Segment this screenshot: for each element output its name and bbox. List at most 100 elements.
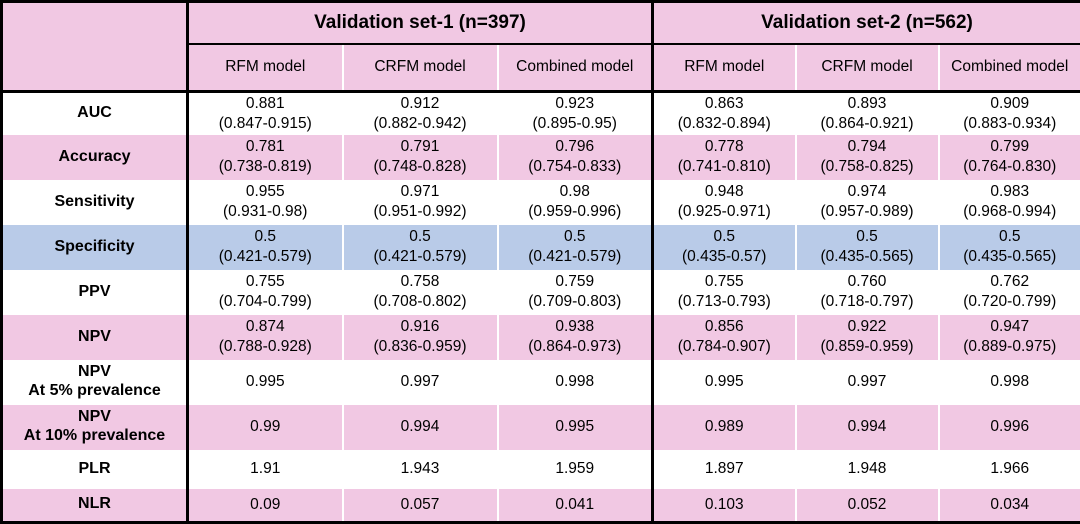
metric-cell: 0.5(0.435-0.565)	[939, 225, 1080, 270]
metric-value: 0.856	[656, 317, 793, 337]
metric-value: 0.755	[191, 272, 340, 292]
metric-value: 0.955	[191, 182, 340, 202]
metric-cell: 0.997	[796, 360, 939, 405]
metric-value: 0.5	[942, 227, 1079, 247]
metric-cell: 0.755(0.704-0.799)	[188, 270, 343, 315]
metric-ci: (0.836-0.959)	[346, 337, 495, 357]
metric-cell: 0.994	[796, 405, 939, 450]
metric-cell: 0.99	[188, 405, 343, 450]
metric-cell: 0.755(0.713-0.793)	[653, 270, 796, 315]
metric-cell: 0.922(0.859-0.959)	[796, 315, 939, 360]
row-label-plr: PLR	[2, 450, 188, 489]
metric-cell: 0.103	[653, 489, 796, 523]
metric-cell: 1.959	[498, 450, 653, 489]
metric-value: 0.922	[799, 317, 936, 337]
metric-value: 0.938	[501, 317, 650, 337]
metric-ci: (0.718-0.797)	[799, 292, 936, 312]
metric-value: 0.971	[346, 182, 495, 202]
metric-cell: 0.791(0.748-0.828)	[343, 135, 498, 180]
metric-value: 0.99	[191, 417, 340, 437]
metric-value: 1.943	[346, 459, 495, 479]
metric-value: 0.034	[942, 495, 1079, 515]
metric-ci: (0.720-0.799)	[942, 292, 1079, 312]
metric-value: 0.994	[346, 417, 495, 437]
metric-cell: 0.893(0.864-0.921)	[796, 92, 939, 135]
table-row-sensitivity: Sensitivity 0.955(0.931-0.98) 0.971(0.95…	[2, 180, 1080, 225]
table-row-npv-10pct: NPV At 10% prevalence 0.99 0.994 0.995 0…	[2, 405, 1080, 450]
metric-value: 1.948	[799, 459, 936, 479]
metric-ci: (0.435-0.57)	[656, 247, 793, 267]
row-label-nlr: NLR	[2, 489, 188, 523]
metric-value: 0.103	[656, 495, 793, 515]
table-row-ppv: PPV 0.755(0.704-0.799) 0.758(0.708-0.802…	[2, 270, 1080, 315]
table-row-accuracy: Accuracy 0.781(0.738-0.819) 0.791(0.748-…	[2, 135, 1080, 180]
metric-value: 0.995	[656, 372, 793, 392]
row-label-npv: NPV	[2, 315, 188, 360]
metric-value: 0.5	[799, 227, 936, 247]
metric-value: 0.974	[799, 182, 936, 202]
metric-value: 0.781	[191, 137, 340, 157]
metric-cell: 0.863(0.832-0.894)	[653, 92, 796, 135]
metric-cell: 0.955(0.931-0.98)	[188, 180, 343, 225]
metric-cell: 0.998	[939, 360, 1080, 405]
metric-value: 0.5	[191, 227, 340, 247]
metric-cell: 0.997	[343, 360, 498, 405]
metric-cell: 0.759(0.709-0.803)	[498, 270, 653, 315]
model-header-set1-rfm: RFM model	[188, 44, 343, 92]
metric-cell: 0.874(0.788-0.928)	[188, 315, 343, 360]
metric-value: 0.5	[656, 227, 793, 247]
metric-ci: (0.931-0.98)	[191, 202, 340, 222]
metric-value: 0.923	[501, 94, 650, 114]
metric-value: 0.893	[799, 94, 936, 114]
metric-ci: (0.957-0.989)	[799, 202, 936, 222]
metric-cell: 0.994	[343, 405, 498, 450]
metric-cell: 0.983(0.968-0.994)	[939, 180, 1080, 225]
metric-ci: (0.951-0.992)	[346, 202, 495, 222]
metric-cell: 0.5(0.435-0.565)	[796, 225, 939, 270]
metric-ci: (0.832-0.894)	[656, 114, 793, 134]
metric-value: 0.5	[501, 227, 650, 247]
metric-ci: (0.748-0.828)	[346, 157, 495, 177]
metric-ci: (0.741-0.810)	[656, 157, 793, 177]
metric-ci: (0.758-0.825)	[799, 157, 936, 177]
header-row-groups: Validation set-1 (n=397) Validation set-…	[2, 2, 1080, 44]
row-label-specificity: Specificity	[2, 225, 188, 270]
metric-value: 0.052	[799, 495, 936, 515]
metric-cell: 0.5(0.421-0.579)	[343, 225, 498, 270]
metric-value: 0.09	[191, 495, 340, 515]
metric-value: 0.5	[346, 227, 495, 247]
metric-ci: (0.435-0.565)	[942, 247, 1079, 267]
metric-value: 0.755	[656, 272, 793, 292]
metric-value: 0.947	[942, 317, 1079, 337]
table-row-nlr: NLR 0.09 0.057 0.041 0.103 0.052 0.034	[2, 489, 1080, 523]
row-label-sensitivity: Sensitivity	[2, 180, 188, 225]
model-header-set2-rfm: RFM model	[653, 44, 796, 92]
model-header-set1-crfm: CRFM model	[343, 44, 498, 92]
metric-ci: (0.959-0.996)	[501, 202, 650, 222]
metric-value: 0.912	[346, 94, 495, 114]
metric-cell: 0.041	[498, 489, 653, 523]
table-row-npv-5pct: NPV At 5% prevalence 0.995 0.997 0.998 0…	[2, 360, 1080, 405]
validation-set-2-header: Validation set-2 (n=562)	[653, 2, 1080, 44]
metric-ci: (0.708-0.802)	[346, 292, 495, 312]
metric-value: 0.916	[346, 317, 495, 337]
row-label-ppv: PPV	[2, 270, 188, 315]
table-row-npv: NPV 0.874(0.788-0.928) 0.916(0.836-0.959…	[2, 315, 1080, 360]
metric-value: 0.995	[191, 372, 340, 392]
row-label-auc: AUC	[2, 92, 188, 135]
metric-ci: (0.925-0.971)	[656, 202, 793, 222]
metric-value: 0.998	[501, 372, 650, 392]
metric-value: 0.762	[942, 272, 1079, 292]
metric-ci: (0.784-0.907)	[656, 337, 793, 357]
metric-ci: (0.788-0.928)	[191, 337, 340, 357]
metric-ci: (0.895-0.95)	[501, 114, 650, 134]
metric-value: 0.983	[942, 182, 1079, 202]
metric-value: 0.881	[191, 94, 340, 114]
metric-cell: 1.948	[796, 450, 939, 489]
metric-value: 0.041	[501, 495, 650, 515]
table-row-specificity: Specificity 0.5(0.421-0.579) 0.5(0.421-0…	[2, 225, 1080, 270]
metric-ci: (0.421-0.579)	[501, 247, 650, 267]
metric-value: 0.874	[191, 317, 340, 337]
row-label-npv-5pct: NPV At 5% prevalence	[2, 360, 188, 405]
metric-ci: (0.859-0.959)	[799, 337, 936, 357]
